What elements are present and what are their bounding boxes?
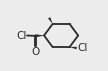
Text: O: O [31, 47, 39, 57]
Polygon shape [48, 17, 53, 24]
Polygon shape [70, 47, 77, 49]
Text: Cl: Cl [77, 43, 87, 53]
Text: Cl: Cl [16, 31, 27, 40]
